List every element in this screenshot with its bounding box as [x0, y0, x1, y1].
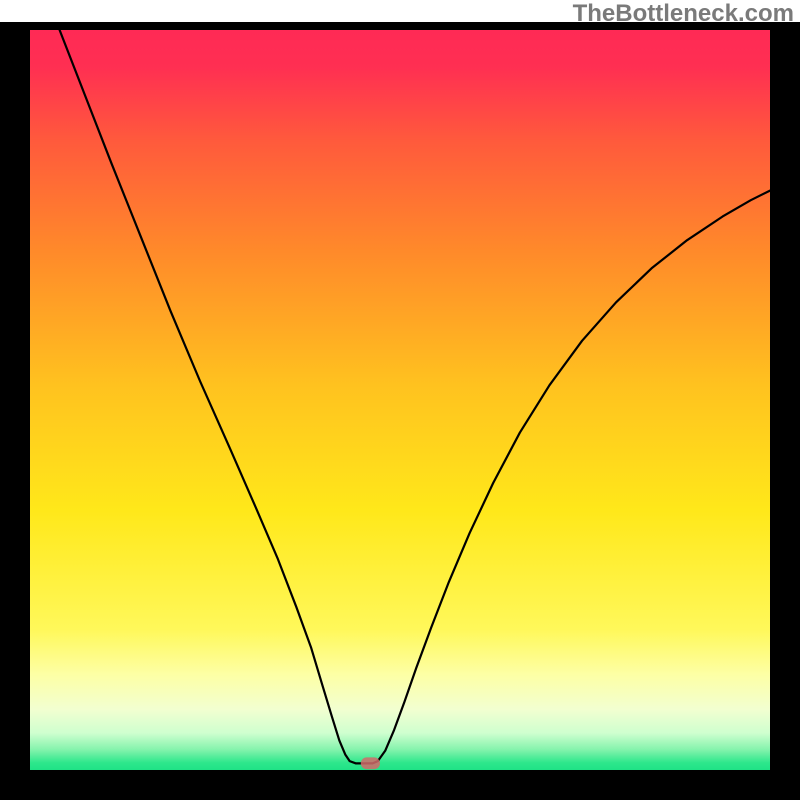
chart-svg [0, 0, 800, 800]
chart-root: TheBottleneck.com [0, 0, 800, 800]
watermark-text: TheBottleneck.com [573, 0, 794, 28]
optimum-marker [361, 757, 380, 769]
plot-area [30, 30, 770, 770]
